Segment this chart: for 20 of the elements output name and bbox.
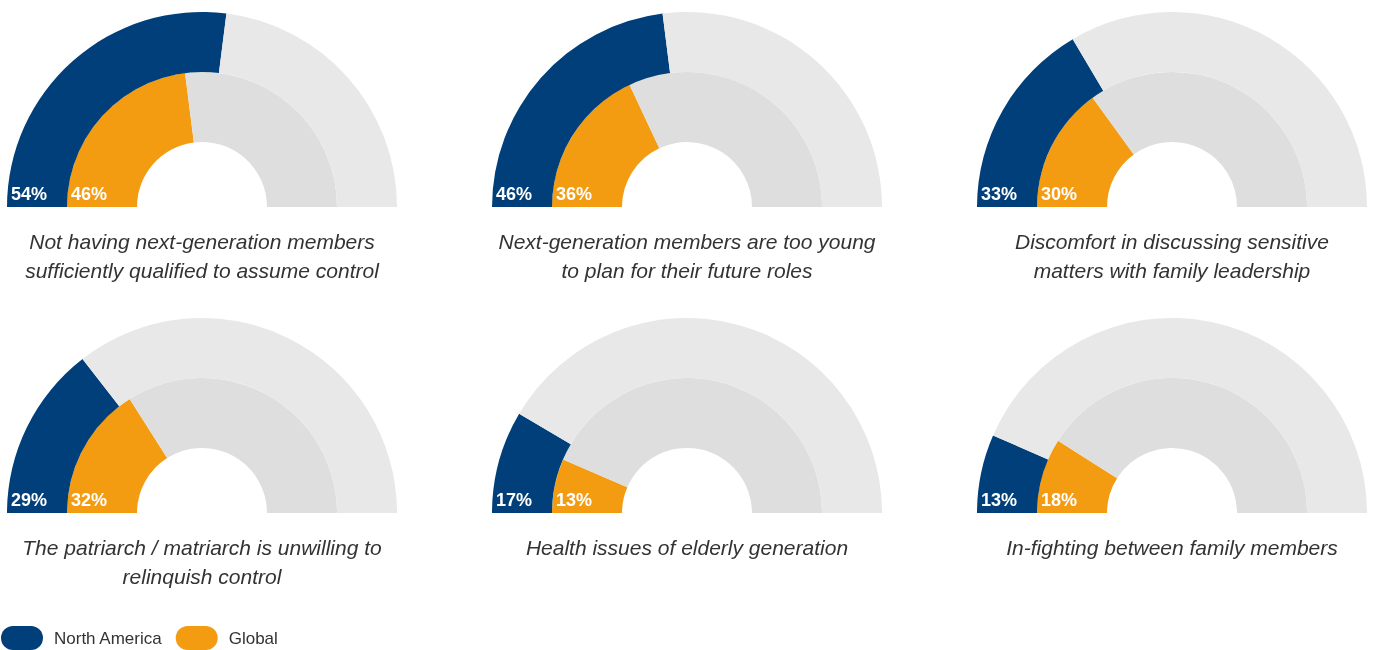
text: The patriarch / matriarch is unwilling to relinquish control [22,536,383,588]
text: Discomfort in discussing sensitive matters with family leadership [1015,230,1329,282]
data-label: 33% [981,184,1018,204]
data-label: 54% [11,184,48,204]
text: Not having next-generation members sufficiently qualified to assume control [25,230,381,282]
data-label: 46% [71,184,108,204]
data-label: 29% [11,490,48,510]
data-label: 18% [1041,490,1078,510]
data-label: 36% [556,184,593,204]
data-label: 13% [981,490,1018,510]
text: In-fighting between family members [1006,536,1339,559]
legend-label: Global [228,629,278,648]
text: Next-generation members are too young to plan for their future roles [498,230,876,282]
data-label: 17% [496,490,533,510]
data-label: 32% [71,490,108,510]
text: Health issues of elderly generation [525,536,849,559]
legend-label: North America [54,629,163,648]
data-label: 46% [496,184,533,204]
data-label: 13% [556,490,593,510]
data-label: 30% [1041,184,1078,204]
